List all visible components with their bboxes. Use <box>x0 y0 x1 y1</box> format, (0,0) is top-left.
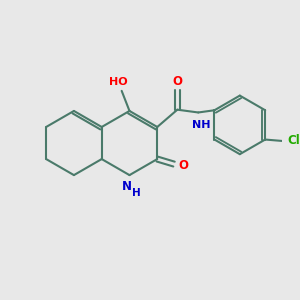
Text: O: O <box>178 159 188 172</box>
Text: N: N <box>122 180 132 193</box>
Text: NH: NH <box>192 120 210 130</box>
Text: O: O <box>172 75 182 88</box>
Text: Cl: Cl <box>287 134 300 147</box>
Text: HO: HO <box>109 77 128 87</box>
Text: H: H <box>132 188 141 198</box>
